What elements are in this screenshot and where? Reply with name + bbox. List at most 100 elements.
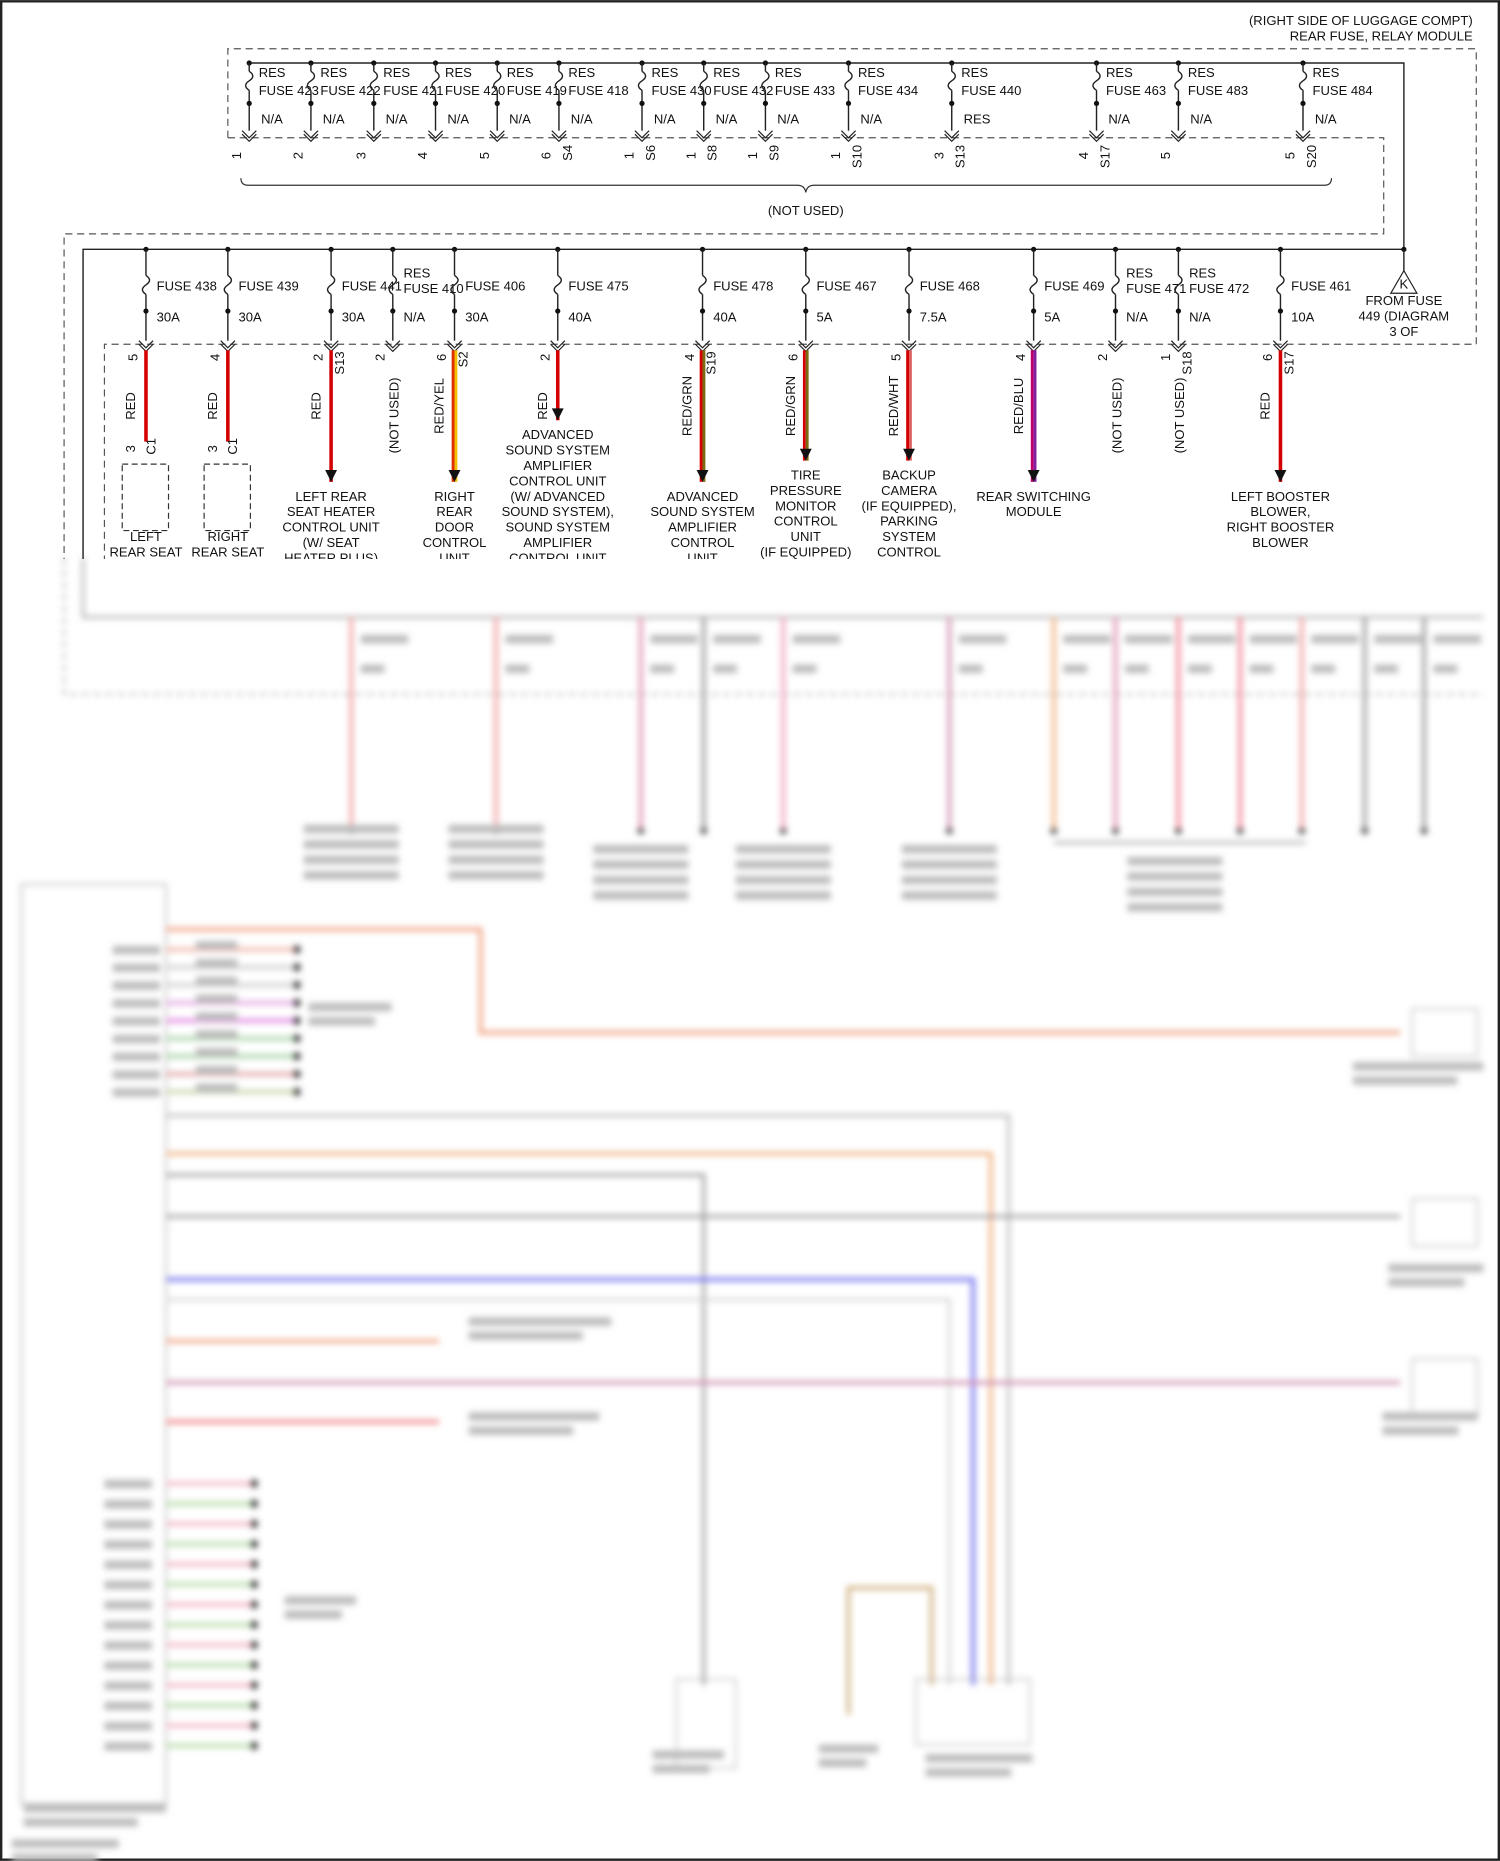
pin-number: 1	[229, 152, 244, 159]
pin-number: 4	[415, 152, 430, 159]
fuse-symbol	[1029, 274, 1038, 296]
component-label: ADVANCED	[667, 489, 739, 504]
blurred-text	[652, 1764, 710, 1774]
blurred-text	[792, 635, 841, 644]
blurred-junction	[292, 963, 301, 972]
pin-number: 2	[311, 354, 326, 361]
component-label: SYSTEM	[882, 529, 936, 544]
blurred-text	[1127, 887, 1223, 897]
header-text: REAR FUSE, RELAY MODULE	[1290, 28, 1473, 43]
junction	[308, 100, 314, 106]
component-label: SOUND SYSTEM	[650, 504, 754, 519]
connector	[757, 130, 773, 143]
pin-number: 5	[1158, 152, 1173, 159]
junction	[328, 246, 334, 252]
fuse-label: FUSE 422	[320, 83, 380, 98]
junction	[701, 100, 707, 106]
junction	[1031, 308, 1037, 314]
component-label: BACKUP	[882, 467, 936, 482]
blurred-wire	[166, 1298, 951, 1686]
component-label: TIRE	[791, 467, 821, 482]
fuse-label: FUSE 423	[259, 83, 319, 98]
connector	[944, 130, 960, 143]
blurred-text	[958, 635, 1007, 644]
fuse-symbol	[844, 70, 853, 91]
junction	[1277, 308, 1284, 314]
fuse-label: RES	[961, 65, 988, 80]
note: (NOT USED)	[1109, 378, 1124, 454]
blurred-text	[360, 635, 409, 644]
blurred-junction	[249, 1620, 259, 1629]
blurred-text	[468, 1426, 574, 1435]
component-label: AMPLIFIER	[523, 535, 592, 550]
blurred-box	[1411, 1008, 1479, 1057]
junction	[1401, 246, 1407, 252]
fuse-label: RES	[507, 65, 534, 80]
blurred-text	[901, 875, 997, 885]
blurred-text	[112, 963, 161, 973]
blurred-text	[1382, 1426, 1459, 1435]
blurred-text	[1311, 635, 1359, 644]
blurred-text	[1125, 664, 1149, 673]
component-label: REAR SWITCHING	[976, 489, 1091, 504]
blurred-text	[735, 845, 831, 854]
blurred-text	[104, 1520, 152, 1529]
blurred-text	[448, 840, 544, 849]
fuse-rating: 30A	[239, 310, 263, 325]
blurred-junction	[292, 1069, 301, 1079]
fuse-label: RES	[403, 266, 430, 281]
blurred-junction	[1111, 827, 1120, 835]
junction	[1112, 308, 1119, 314]
blurred-text	[650, 664, 675, 673]
blurred-text	[925, 1754, 1033, 1763]
blurred-text	[448, 871, 544, 880]
arrow	[1274, 470, 1287, 482]
blurred-text	[195, 1030, 238, 1039]
blurred-text	[1382, 1412, 1478, 1421]
blurred-text	[901, 891, 997, 900]
junction	[699, 246, 706, 252]
blurred-junction	[249, 1660, 259, 1670]
blurred-wire	[166, 927, 1401, 1035]
blurred-text	[195, 976, 238, 986]
fuse-symbol	[492, 70, 502, 91]
fuse-rating: 7.5A	[920, 310, 947, 325]
component-box	[121, 463, 170, 532]
component-label: (W/ SEAT	[303, 535, 360, 550]
component-label: CONTROL	[774, 514, 838, 529]
fuse-rating: 5A	[816, 310, 832, 325]
blurred-junction	[249, 1640, 259, 1650]
fuse-label: RES	[858, 65, 885, 80]
connector	[366, 130, 382, 143]
arrow	[1027, 470, 1040, 482]
arrow	[799, 448, 812, 461]
junction	[949, 100, 955, 106]
component-label: PRESSURE	[770, 483, 842, 498]
component-label: PARKING	[880, 514, 938, 529]
blurred-junction	[1420, 827, 1428, 835]
blurred-text	[1388, 1263, 1484, 1273]
fuse-symbol	[553, 274, 563, 296]
blurred-text	[104, 1540, 152, 1549]
component-label: REAR	[436, 504, 472, 519]
junction	[845, 100, 852, 106]
component-label: (IF EQUIPPED),	[862, 498, 957, 513]
blurred-text	[1187, 664, 1212, 673]
blurred-text	[308, 1002, 392, 1012]
junction	[1112, 246, 1119, 252]
blurred-text	[1063, 664, 1088, 673]
fuse-symbol	[431, 70, 440, 91]
blurred-text	[284, 1610, 342, 1619]
fuse-label: FUSE 432	[713, 83, 773, 98]
blurred-text	[195, 1065, 238, 1075]
junction	[1031, 246, 1037, 252]
pin-number: 1	[745, 152, 760, 159]
wire-color-label: RED	[123, 392, 138, 420]
blurred-wire	[166, 1151, 993, 1686]
wire-color-label: RED	[205, 392, 220, 420]
connector	[1170, 340, 1186, 353]
fuse-rating: N/A	[1126, 310, 1148, 325]
connector-id: S9	[766, 145, 781, 161]
fuse-status: N/A	[860, 111, 882, 126]
